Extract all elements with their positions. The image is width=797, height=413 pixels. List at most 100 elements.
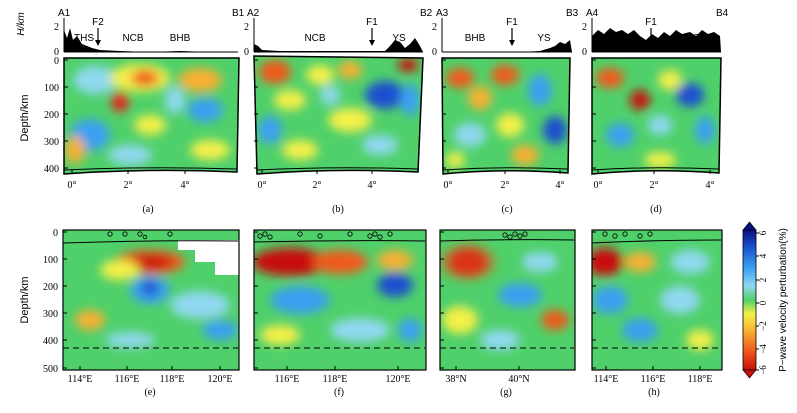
caption-h: (h) [648, 387, 660, 398]
lower-xtick-0-2: 118°E [160, 374, 185, 385]
upper-xtick-1-2: 4° [368, 180, 377, 191]
topo-tick-2-2: 2 [432, 22, 437, 33]
colorbar-tick-6: −6 [758, 365, 768, 375]
topo-profile-b [254, 38, 423, 52]
upper-xtick-3-1: 2° [650, 180, 659, 191]
lower-xtick-3-2: 118°E [688, 374, 713, 385]
lower-depth-tick-300: 300 [43, 309, 58, 320]
upper-depth-tick-200: 200 [44, 110, 59, 121]
fault-arrow-2-head [509, 40, 515, 46]
colorbar-top-arrow [742, 221, 757, 231]
upper-xtick-0-1: 2° [124, 180, 133, 191]
fault-arrow-3-head [648, 40, 654, 46]
lower-xtick-0-0: 114°E [68, 374, 93, 385]
colorbar [742, 221, 757, 379]
panel-c [441, 18, 572, 175]
panel-f [253, 229, 427, 371]
tomo-image-f [254, 230, 426, 370]
upper-xtick-3-2: 4° [706, 180, 715, 191]
colorbar-tick-0: 6 [758, 230, 768, 235]
tomo-image-c [442, 58, 570, 174]
unit-label-f2: F2 [92, 17, 104, 28]
topo-tick-3-2: 2 [582, 22, 587, 33]
upper-xtick-3-0: 0° [594, 180, 603, 191]
lower-xtick-0-1: 116°E [115, 374, 140, 385]
topo-profile-c [442, 40, 572, 52]
topo-tick-2-0: 0 [432, 47, 437, 58]
upper-depth-tick-100: 100 [44, 83, 59, 94]
lower-depth-tick-100: 100 [43, 255, 58, 266]
caption-b: (b) [332, 204, 344, 215]
unit-label-ys: YS [686, 33, 700, 44]
unit-label-f1: F1 [366, 17, 378, 28]
upper-xtick-1-1: 2° [313, 180, 322, 191]
lower-xtick-3-1: 116°E [641, 374, 666, 385]
lower-xtick-2-0: 38°N [445, 374, 466, 385]
lower-ylabel: Depth/km [19, 276, 31, 323]
profile-end-B3: B3 [566, 8, 579, 19]
profile-start-A2: A2 [247, 8, 260, 19]
profile-start-A1: A1 [58, 8, 71, 19]
colorbar-tick-3: 0 [758, 300, 768, 305]
unit-label-ncb: NCB [304, 33, 325, 44]
unit-label-ys: YS [392, 33, 406, 44]
panel-d [591, 18, 722, 175]
lower-xtick-1-2: 120°E [385, 374, 410, 385]
tomo-image-a [64, 58, 239, 174]
upper-xtick-0-0: 0° [68, 180, 77, 191]
panel-b [253, 18, 424, 175]
unit-label-ncb: NCB [122, 33, 143, 44]
unit-label-ths: THS [74, 33, 94, 44]
panel-g [439, 229, 576, 371]
lower-xtick-2-1: 40°N [508, 374, 529, 385]
upper-xtick-2-0: 0° [444, 180, 453, 191]
upper-xtick-0-2: 4° [181, 180, 190, 191]
tomo-image-e [63, 230, 239, 370]
lower-depth-tick-0: 0 [53, 228, 58, 239]
unit-label-bhb: BHB [465, 33, 486, 44]
panel-e [62, 229, 240, 371]
topo-tick-3-0: 0 [582, 47, 587, 58]
caption-g: (g) [500, 387, 512, 398]
topo-tick-1-2: 2 [244, 22, 249, 33]
colorbar-bottom-arrow [742, 369, 757, 379]
upper-depth-tick-0: 0 [54, 56, 59, 67]
tomo-image-d [592, 58, 721, 174]
profile-end-B4: B4 [716, 8, 729, 19]
topo-tick-1-0: 0 [244, 47, 249, 58]
upper-xtick-2-1: 2° [501, 180, 510, 191]
caption-a: (a) [142, 204, 153, 215]
lower-depth-tick-200: 200 [43, 282, 58, 293]
unit-label-bhb: BHB [170, 33, 191, 44]
caption-d: (d) [650, 204, 662, 215]
caption-f: (f) [334, 387, 344, 398]
topo-tick-0-0: 0 [54, 47, 59, 58]
unit-label-f1: F1 [645, 17, 657, 28]
lower-depth-tick-500: 500 [43, 364, 58, 375]
topo-tick-0-2: 2 [54, 22, 59, 33]
upper-ylabel: Depth/km [19, 94, 31, 141]
lower-depth-tick-400: 400 [43, 336, 58, 347]
profile-start-A4: A4 [586, 8, 599, 19]
unit-label-f1: F1 [506, 17, 518, 28]
tomo-image-g [440, 230, 575, 370]
panel-a [63, 18, 240, 175]
fault-arrow-1-head [369, 40, 375, 46]
caption-e: (e) [144, 387, 155, 398]
lower-xtick-3-0: 114°E [594, 374, 619, 385]
lower-xtick-0-3: 120°E [207, 374, 232, 385]
panel-h [591, 229, 723, 371]
lower-xtick-1-0: 116°E [275, 374, 300, 385]
colorbar-label: P−wave velocity perturbation(%) [778, 228, 789, 372]
colorbar-tick-2: 2 [758, 278, 768, 283]
lower-xtick-1-1: 118°E [323, 374, 348, 385]
upper-xtick-2-2: 4° [556, 180, 565, 191]
unit-label-ys: YS [537, 33, 551, 44]
upper-depth-tick-300: 300 [44, 137, 59, 148]
topo-profile-a [64, 28, 238, 52]
tomo-image-h [592, 230, 722, 370]
upper-depth-tick-400: 400 [44, 164, 59, 175]
colorbar-tick-4: −2 [758, 321, 768, 331]
